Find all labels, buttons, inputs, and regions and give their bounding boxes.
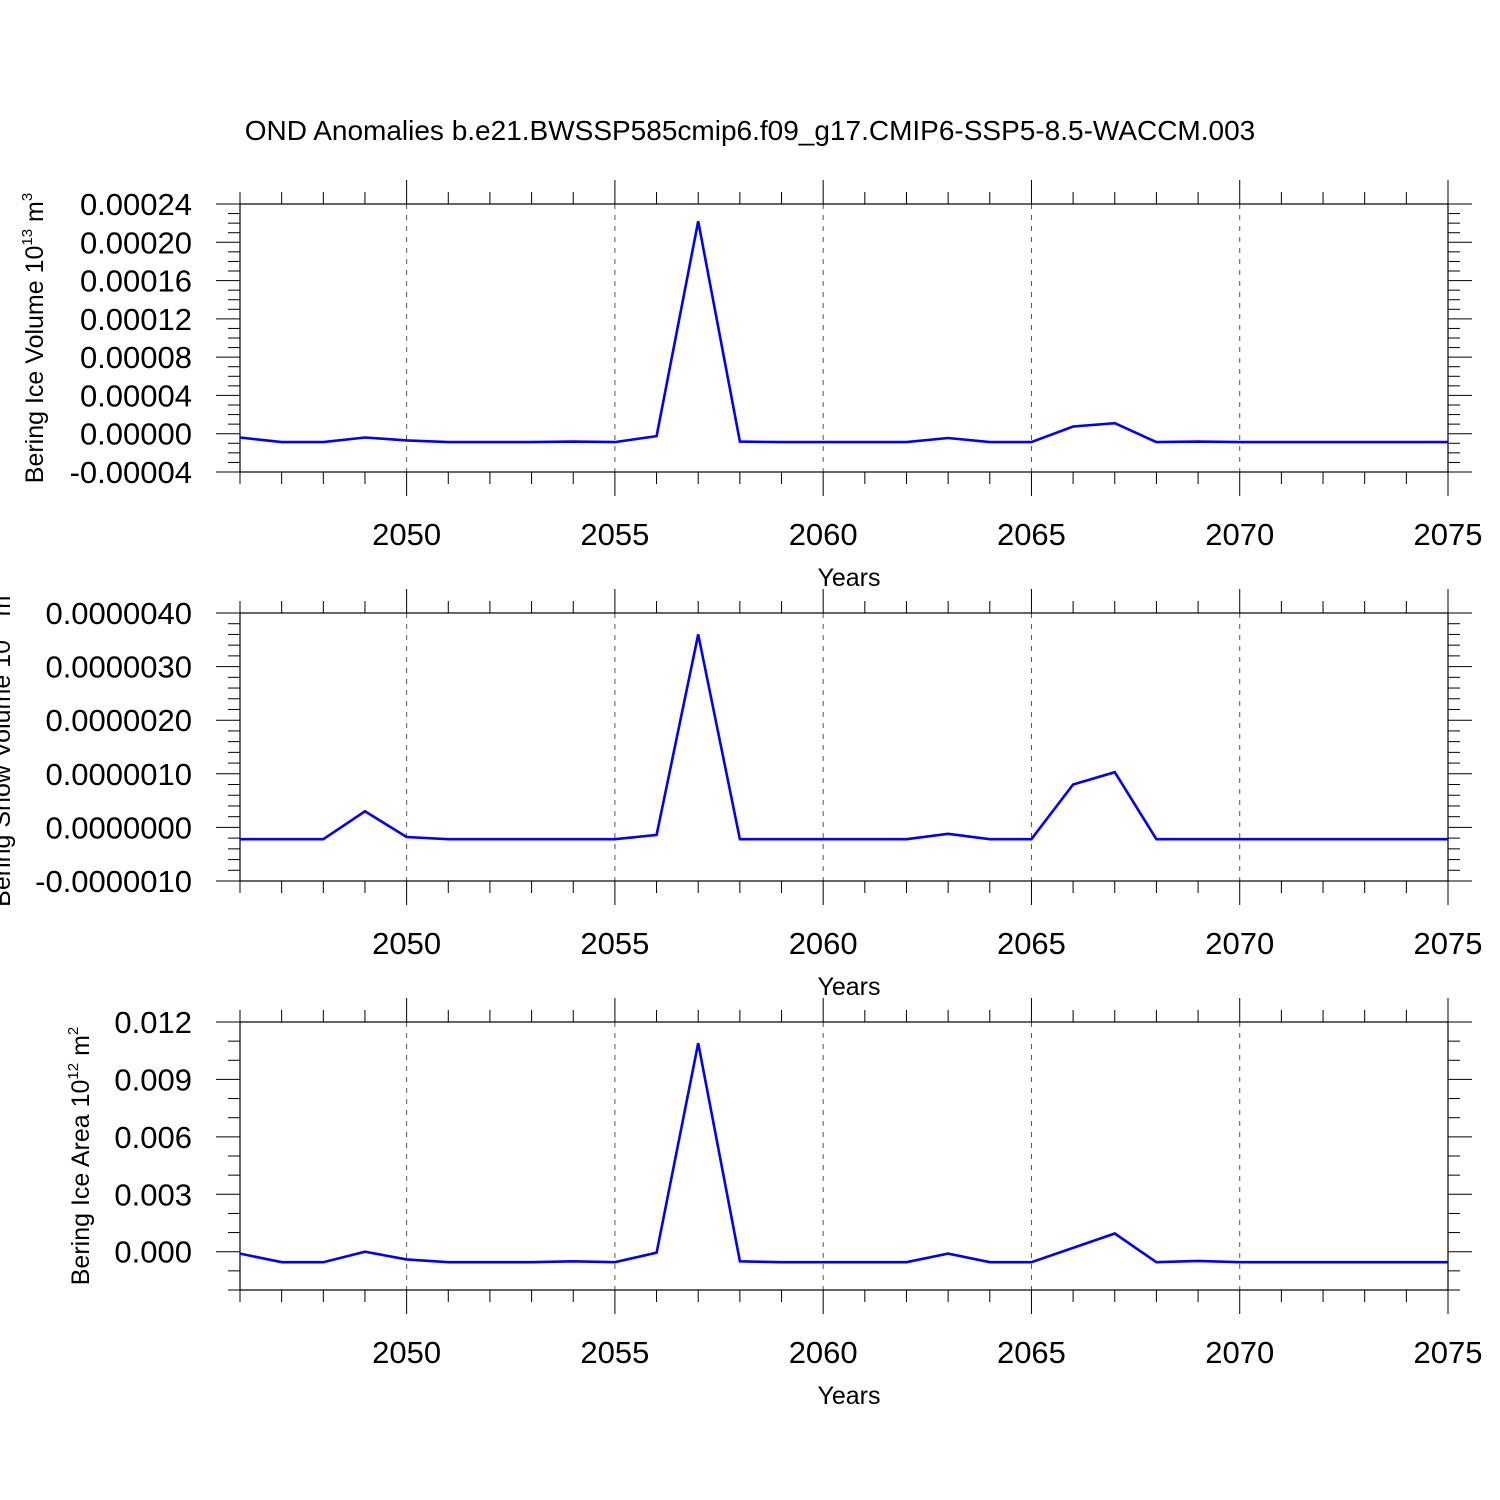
y-tick-label: 0.00020 xyxy=(80,225,192,260)
y-tick-label: 0.00000 xyxy=(80,417,192,452)
plot-frame xyxy=(239,1021,1449,1291)
y-axis-label: Bering Snow Volume 1013 m3 xyxy=(0,587,16,907)
panel-2: -0.0000010 0.0000000 0.0000010 0.0000020 0.0… xyxy=(0,587,1482,1001)
x-tick-label: 2070 xyxy=(1205,517,1274,552)
x-tick-label: 2065 xyxy=(997,517,1066,552)
y-tick-label: 0.00008 xyxy=(80,340,192,375)
y-axis-label-part: Bering Ice Area 10 xyxy=(67,1080,95,1286)
y-axis-label-part: Bering Snow Volume 10 xyxy=(0,640,16,907)
y-tick-label: 0.000 xyxy=(114,1235,192,1270)
panel-3: 0.000 0.003 0.006 0.009 0.012 2050 2055 2060 206… xyxy=(65,998,1482,1410)
y-tick-label: -0.0000010 xyxy=(35,864,192,899)
y-tick-label: 0.0000040 xyxy=(45,596,192,631)
x-tick-label: 2055 xyxy=(580,1335,649,1370)
y-tick-label: 0.009 xyxy=(114,1062,192,1097)
y-tick-label: 0.0000010 xyxy=(45,757,192,792)
chart-title: OND Anomalies b.e21.BWSSP585cmip6.f09_g1… xyxy=(245,115,1256,146)
x-tick-label: 2060 xyxy=(789,926,858,961)
x-tick-label: 2050 xyxy=(372,517,441,552)
y-tick-label: 0.0000030 xyxy=(45,650,192,685)
y-tick-label: 0.00016 xyxy=(80,264,192,299)
x-tick-label: 2075 xyxy=(1414,517,1483,552)
series-line xyxy=(240,1042,1448,1264)
plot-frame xyxy=(239,203,1449,473)
y-tick-label: 0.0000020 xyxy=(45,703,192,738)
y-tick-label: 0.006 xyxy=(114,1120,192,1155)
x-tick-label: 2075 xyxy=(1414,926,1483,961)
series-line xyxy=(240,220,1448,444)
x-tick-label: 2055 xyxy=(580,926,649,961)
x-tick-label: 2060 xyxy=(789,1335,858,1370)
x-tick-label: 2055 xyxy=(580,517,649,552)
y-axis-label-superscript: 2 xyxy=(65,1027,82,1035)
y-axis-label: Bering Ice Volume 1013 m3 xyxy=(19,193,49,483)
y-tick-label: 0.00024 xyxy=(80,187,192,222)
y-axis-label-superscript: 3 xyxy=(0,587,3,595)
x-axis-label: Years xyxy=(817,973,880,1001)
x-tick-label: 2070 xyxy=(1205,1335,1274,1370)
x-tick-label: 2065 xyxy=(997,926,1066,961)
y-tick-label: 0.00004 xyxy=(80,378,192,413)
y-tick-label: -0.00004 xyxy=(70,455,192,490)
y-axis-label-part: Bering Ice Volume 10 xyxy=(21,246,49,484)
y-tick-label: 0.0000000 xyxy=(45,810,192,845)
x-tick-label: 2075 xyxy=(1414,1335,1483,1370)
y-axis-label-part: m xyxy=(0,596,16,624)
y-tick-label: 0.003 xyxy=(114,1177,192,1212)
plot-frame xyxy=(239,612,1449,882)
x-tick-label: 2070 xyxy=(1205,926,1274,961)
y-axis-label-superscript: 3 xyxy=(19,193,36,201)
x-tick-label: 2050 xyxy=(372,1335,441,1370)
x-tick-label: 2050 xyxy=(372,926,441,961)
y-axis-label-superscript: 12 xyxy=(65,1063,82,1080)
y-tick-label: 0.012 xyxy=(114,1005,192,1040)
x-axis-label: Years xyxy=(817,1382,880,1410)
y-axis-label-superscript: 13 xyxy=(19,229,36,246)
y-axis-label-part: m xyxy=(21,201,49,229)
y-tick-label: 0.00012 xyxy=(80,302,192,337)
y-axis-label-superscript: 13 xyxy=(0,623,3,640)
panel-1: -0.000040.000000.000040.000080.000120.00… xyxy=(19,180,1482,592)
series-line xyxy=(240,634,1448,841)
x-tick-label: 2065 xyxy=(997,1335,1066,1370)
y-axis-label: Bering Ice Area 1012 m2 xyxy=(65,1027,95,1286)
x-axis-label: Years xyxy=(817,564,880,592)
y-axis-label-part: m xyxy=(67,1035,95,1063)
x-tick-label: 2060 xyxy=(789,517,858,552)
